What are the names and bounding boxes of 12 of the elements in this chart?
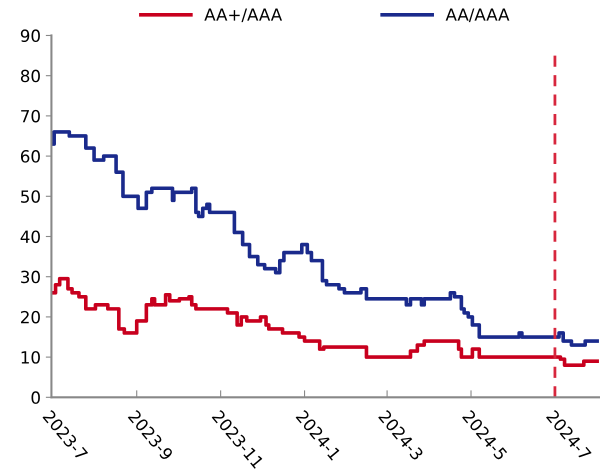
y-tick-label: 70 [21, 110, 40, 122]
y-tick-label: 50 [21, 190, 40, 203]
y-tick-label: 0 [32, 391, 40, 404]
legend-label: AA/AAA [446, 8, 510, 22]
y-tick-label: 40 [20, 230, 40, 244]
y-tick-label: 90 [20, 29, 40, 42]
legend-label: AA+/AAA [204, 8, 282, 22]
y-tick-label: 80 [20, 70, 40, 82]
y-tick-label: 20 [21, 310, 40, 324]
y-tick-label: 60 [20, 150, 40, 163]
y-tick-label: 10 [22, 351, 40, 364]
y-tick-label: 30 [21, 270, 40, 284]
